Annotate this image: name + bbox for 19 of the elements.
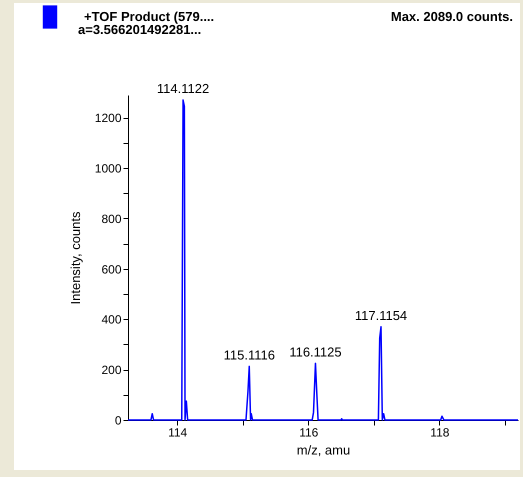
- annotation: 114.1122: [156, 81, 210, 96]
- y-tick-label: 0: [114, 414, 122, 428]
- x-tick-label: 114: [168, 426, 188, 440]
- x-axis-title: m/z, amu: [296, 442, 350, 458]
- x-tick-label: 116: [299, 426, 319, 440]
- y-tick-label: 600: [101, 262, 122, 276]
- y-tick-label: 1200: [94, 111, 122, 126]
- text: Max. 2089.0 counts.: [390, 9, 513, 24]
- annotation: 117.1154: [354, 308, 408, 323]
- annotation: 116.1125: [289, 344, 342, 360]
- annotation: 115.1116: [224, 347, 275, 362]
- x-tick-label: 118: [430, 426, 450, 440]
- y-axis-title: Intensity, counts: [68, 211, 83, 304]
- legend-label: +TOF Product (579....: [84, 9, 214, 24]
- y-tick-label: 400: [101, 312, 122, 327]
- y-tick-label: 200: [101, 363, 122, 378]
- line-series: [127, 99, 519, 421]
- y-tick-label: 800: [101, 212, 122, 226]
- y-tick-label: 1000: [94, 162, 122, 176]
